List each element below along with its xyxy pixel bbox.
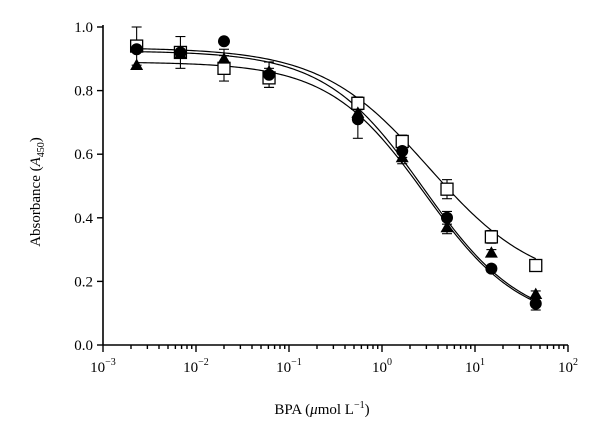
fit-curve-open-square — [136, 48, 537, 260]
y-tick-label: 0.2 — [74, 274, 93, 290]
x-tick-label: 102 — [558, 357, 578, 376]
y-tick-label: 0.4 — [74, 211, 93, 227]
fit-curve-filled-circle — [136, 51, 537, 301]
data-point-triangle — [395, 150, 409, 163]
data-point-square — [484, 230, 499, 244]
plot-area — [129, 26, 543, 311]
fit-curve-filled-triangle — [136, 62, 537, 303]
data-point-circle — [485, 262, 498, 275]
x-tick-label: 101 — [465, 357, 485, 376]
data-point-triangle — [529, 287, 543, 299]
y-tick-label: 0.8 — [74, 84, 93, 100]
x-tick-label: 10−2 — [183, 357, 209, 376]
data-point-circle — [441, 211, 454, 224]
y-tick-label: 0.6 — [74, 147, 93, 163]
x-tick-label: 100 — [372, 357, 392, 376]
data-point-square — [217, 61, 231, 75]
y-tick-label: 0.0 — [74, 338, 93, 354]
y-tick-label: 1.0 — [74, 20, 93, 36]
x-axis-title: BPA (μmol L−1) — [274, 400, 369, 418]
data-point-triangle — [484, 246, 498, 258]
x-tick-label: 10−1 — [276, 357, 302, 376]
data-point-triangle — [217, 52, 231, 64]
data-point-square — [529, 258, 543, 273]
data-point-triangle — [440, 220, 454, 233]
axes: 0.0 0.2 0.4 0.6 0.8 1.0 10−3 10−2 10−1 100 101 102 — [74, 20, 578, 376]
data-point-circle — [130, 43, 143, 56]
data-point-circle — [217, 35, 230, 48]
data-point-square — [440, 182, 454, 196]
x-tick-label: 10−3 — [90, 357, 116, 376]
data-point-triangle — [262, 65, 276, 77]
data-point-triangle — [173, 47, 187, 59]
data-point-triangle — [351, 106, 365, 118]
data-point-triangle — [130, 58, 144, 71]
data-point-circle — [529, 297, 542, 310]
y-axis-title: Absorbance (A450) — [28, 137, 47, 247]
